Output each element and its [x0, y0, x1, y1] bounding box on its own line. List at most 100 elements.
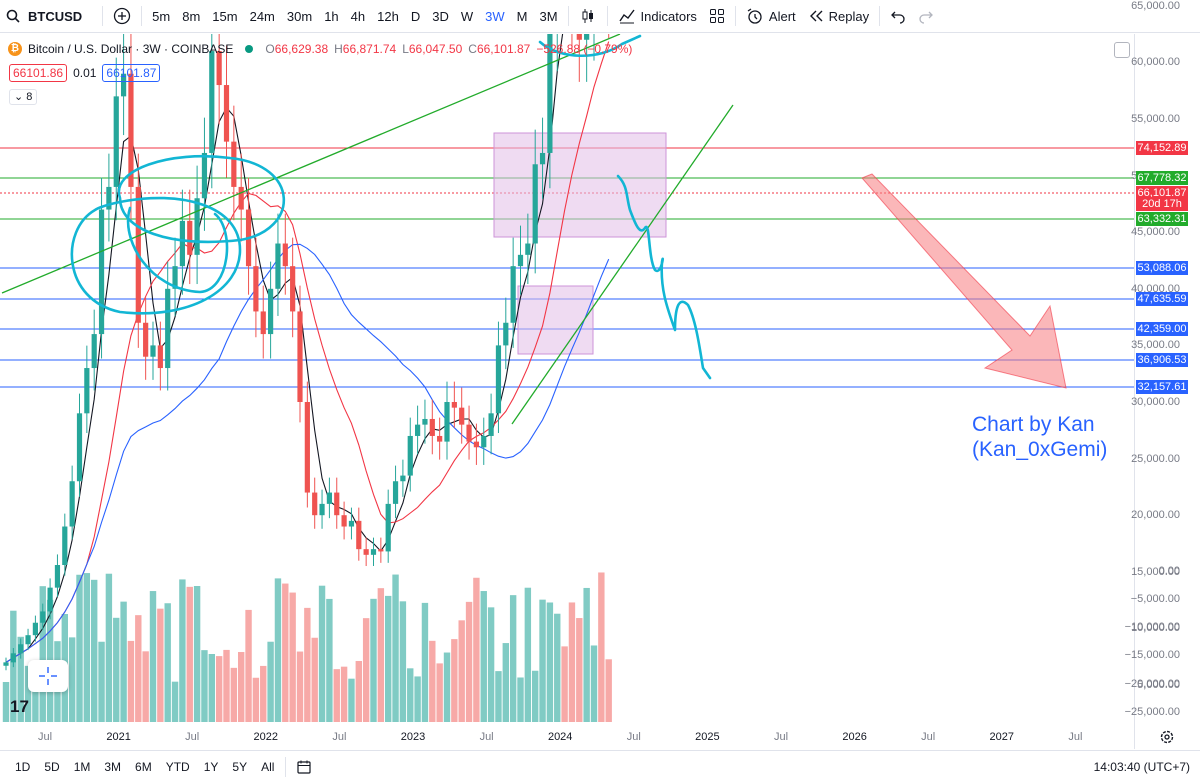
ohlc-open: O66,629.38 [265, 42, 329, 56]
ma-short-line[interactable] [5, 34, 609, 663]
volume-bar [495, 671, 502, 722]
redo-button[interactable] [912, 0, 940, 33]
indicators-toggle[interactable]: ⌄ 8 [9, 89, 38, 105]
sell-price-button[interactable]: 66101.86 [9, 64, 68, 82]
interval-4h[interactable]: 4h [350, 8, 366, 24]
interval-3w[interactable]: 3W [485, 8, 505, 24]
rewind-icon [809, 10, 823, 22]
candle-body [282, 243, 288, 267]
candle-body [473, 441, 479, 448]
symbol-search[interactable]: BTCUSD [0, 0, 98, 33]
volume-bar [260, 665, 267, 722]
indicators-button[interactable]: Indicators [612, 0, 703, 33]
price-tag[interactable]: 36,906.53 [1136, 353, 1188, 367]
volume-bar [407, 668, 414, 722]
candle-body [238, 186, 244, 210]
range-6m[interactable]: 6M [135, 760, 152, 774]
candle-body [481, 435, 487, 448]
goto-date-button[interactable] [290, 751, 318, 783]
ohlc-high: H66,871.74 [334, 42, 397, 56]
range-ytd[interactable]: YTD [165, 760, 190, 774]
price-tag[interactable]: 32,157.61 [1136, 380, 1188, 394]
time-label-month: Jul [185, 731, 200, 743]
price-chart[interactable] [0, 34, 1200, 749]
price-tag[interactable]: 66,101.87 [1136, 186, 1188, 200]
range-3m[interactable]: 3M [104, 760, 122, 774]
replay-button[interactable]: Replay [802, 0, 875, 33]
clock-display[interactable]: 14:03:40 (UTC+7) [1093, 760, 1190, 774]
price-tag[interactable]: 20d 17h [1136, 197, 1188, 211]
range-5d[interactable]: 5D [44, 760, 60, 774]
volume-bar [605, 659, 612, 722]
price-tag[interactable]: 47,635.59 [1136, 292, 1188, 306]
ma-mid-line[interactable] [5, 41, 610, 663]
interval-30m[interactable]: 30m [286, 8, 313, 24]
range-box-2024[interactable] [493, 132, 667, 238]
trend-line-upper[interactable] [1, 34, 621, 294]
volume-bar [142, 651, 149, 722]
interval-24m[interactable]: 24m [249, 8, 275, 24]
interval-1h[interactable]: 1h [324, 8, 339, 24]
price-tag[interactable]: 67,778.32 [1136, 171, 1188, 185]
interval-3d[interactable]: 3D [432, 8, 449, 24]
interval-8m[interactable]: 8m [182, 8, 201, 24]
candle-body [10, 653, 16, 663]
circle-drawing-left[interactable] [70, 196, 242, 315]
price-tag[interactable]: 53,088.06 [1136, 261, 1188, 275]
legend-title[interactable]: Bitcoin / U.S. Dollar · 3W · COINBASE [28, 42, 234, 56]
freehand-drawings [70, 34, 712, 380]
range-box-early-2024[interactable] [517, 285, 594, 355]
ma-long-line[interactable] [5, 243, 610, 663]
range-5y[interactable]: 5Y [232, 760, 248, 774]
price-axis[interactable]: 90,000.0085,000.0080,000.0075,000.0070,0… [1125, 0, 1200, 749]
time-label-month: Jul [37, 731, 53, 743]
range-1m[interactable]: 1M [73, 760, 91, 774]
interval-3m[interactable]: 3M [539, 8, 558, 24]
compare-symbol-button[interactable] [107, 0, 137, 33]
interval-d[interactable]: D [410, 8, 421, 24]
interval-5m[interactable]: 5m [152, 8, 171, 24]
circle-drawing-top[interactable] [117, 154, 286, 244]
price-tag[interactable]: 42,359.00 [1136, 322, 1188, 336]
price-tick: 45,000.00 [1131, 226, 1180, 239]
price-tick: 0.00 [1158, 564, 1180, 577]
interval-15m[interactable]: 15m [212, 8, 238, 24]
interval-12h[interactable]: 12h [377, 8, 399, 24]
down-arrow-shape[interactable] [861, 173, 1067, 389]
interval-m[interactable]: M [516, 8, 528, 24]
time-axis[interactable]: Jul 2021 Jul 2022 Jul 2023 Jul 2024 Jul 2025 Jul 20… [0, 728, 1134, 748]
interval-w[interactable]: W [460, 8, 474, 24]
trend-line-rising[interactable] [511, 104, 734, 425]
candle-body [275, 243, 281, 289]
buy-price-button[interactable]: 66101.87 [102, 64, 161, 82]
chart-type-button[interactable] [573, 0, 603, 33]
volume-bar [186, 586, 193, 722]
time-label-year: 2021 [106, 731, 131, 743]
price-tick: 40,000.00 [1131, 282, 1180, 295]
crosshair-button[interactable] [28, 660, 68, 692]
maximize-icon[interactable] [1114, 42, 1130, 58]
settings-button[interactable] [1160, 730, 1174, 749]
candle-body [157, 345, 163, 369]
candle-body [539, 152, 546, 165]
curve-drawing-top[interactable] [538, 34, 642, 58]
tradingview-logo[interactable]: 17 [10, 697, 29, 717]
calendar-icon [297, 760, 312, 774]
layouts-button[interactable] [703, 0, 731, 33]
price-tag[interactable]: 74,152.89 [1136, 141, 1188, 155]
price-tick: 10,000.00 [1131, 622, 1180, 635]
volume-bar [105, 573, 113, 722]
range-1d[interactable]: 1D [15, 760, 31, 774]
undo-button[interactable] [884, 0, 912, 33]
bearish-arrow[interactable] [861, 173, 1067, 389]
price-tag[interactable]: 63,332.31 [1136, 212, 1188, 226]
range-all[interactable]: All [261, 760, 275, 774]
toolbar-divider [285, 757, 287, 777]
volume-bar [318, 585, 326, 722]
alert-button[interactable]: Alert [740, 0, 802, 33]
volume-bar [399, 601, 407, 722]
circle-drawing-inner[interactable] [126, 206, 229, 294]
volume-bar [157, 608, 164, 722]
projection-squiggle[interactable] [616, 174, 712, 380]
range-1y[interactable]: 1Y [203, 760, 219, 774]
